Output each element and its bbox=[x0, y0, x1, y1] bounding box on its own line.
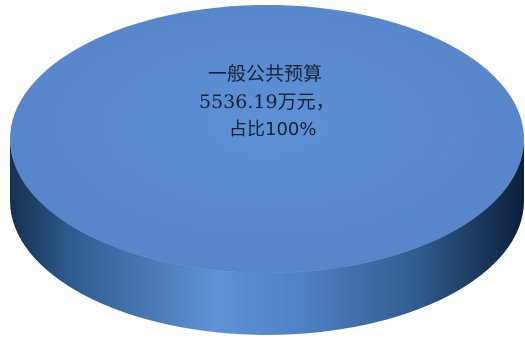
pie-slice-side bbox=[10, 139, 524, 335]
slice-label-value: 5536.19万元， bbox=[199, 91, 335, 113]
slice-label-category: 一般公共预算 bbox=[208, 63, 323, 85]
pie-slices bbox=[10, 5, 524, 335]
pie-slice-一般公共预算 bbox=[10, 5, 524, 273]
slice-data-label: 一般公共预算 5536.19万元， 占比100% bbox=[176, 60, 376, 144]
slice-label-percent: 占比100% bbox=[229, 119, 317, 140]
